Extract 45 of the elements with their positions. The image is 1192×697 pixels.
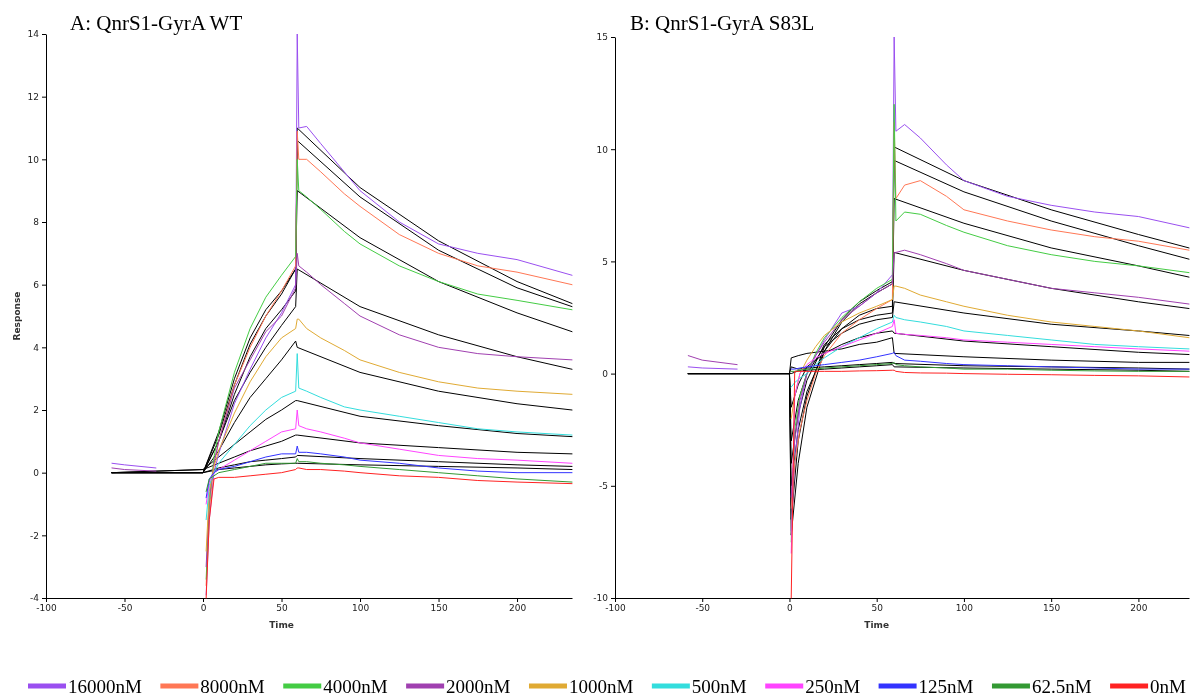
x-axis-title: Time <box>269 620 294 630</box>
x-tick-label: -50 <box>117 603 133 614</box>
x-tick-label: 200 <box>508 603 527 614</box>
y-tick-label: 0 <box>33 468 40 479</box>
legend-label: 2000nM <box>446 676 511 697</box>
y-tick-label: 10 <box>27 154 40 165</box>
x-tick-label: 0 <box>787 603 794 614</box>
x-tick-label: 50 <box>276 603 289 614</box>
legend-label: 16000nM <box>68 676 142 697</box>
legend-label: 62.5nM <box>1031 676 1092 697</box>
x-tick-label: 50 <box>871 603 884 614</box>
y-tick-label: 0 <box>602 368 609 379</box>
x-tick-label: -100 <box>36 603 57 614</box>
y-tick-label: 2 <box>33 405 39 416</box>
y-tick-label: 5 <box>602 256 608 267</box>
y-tick-label: -4 <box>30 593 40 604</box>
legend-label: 8000nM <box>200 676 265 697</box>
legend-label: 500nM <box>691 676 747 697</box>
y-tick-label: 15 <box>596 32 608 43</box>
y-axis-title: Response <box>12 291 22 341</box>
x-tick-label: 150 <box>1043 603 1061 614</box>
y-tick-label: 12 <box>27 92 39 103</box>
x-tick-label: 150 <box>430 603 448 614</box>
y-tick-label: 8 <box>33 217 40 228</box>
y-tick-label: -10 <box>593 593 609 604</box>
x-axis-title: Time <box>864 620 890 630</box>
y-tick-label: 6 <box>33 280 40 291</box>
x-tick-label: -50 <box>695 603 711 614</box>
legend-label: 125nM <box>918 676 974 697</box>
chart-title: B: QnrS1-GyrA S83L <box>630 11 815 35</box>
legend-label: 250nM <box>805 676 861 697</box>
y-tick-label: -2 <box>30 530 39 541</box>
legend-label: 4000nM <box>323 676 388 697</box>
legend-label: 1000nM <box>568 676 634 697</box>
y-tick-label: -5 <box>599 481 608 492</box>
x-tick-label: 0 <box>200 603 207 614</box>
x-tick-label: 100 <box>351 603 370 614</box>
y-tick-label: 14 <box>27 29 40 40</box>
chart-title: A: QnrS1-GyrA WT <box>70 11 243 35</box>
legend-label: 0nM <box>1150 676 1187 697</box>
x-tick-label: 200 <box>1130 603 1148 614</box>
y-tick-label: 4 <box>33 342 40 353</box>
x-tick-label: -100 <box>605 603 626 614</box>
y-tick-label: 10 <box>596 144 609 155</box>
x-tick-label: 100 <box>955 603 974 614</box>
